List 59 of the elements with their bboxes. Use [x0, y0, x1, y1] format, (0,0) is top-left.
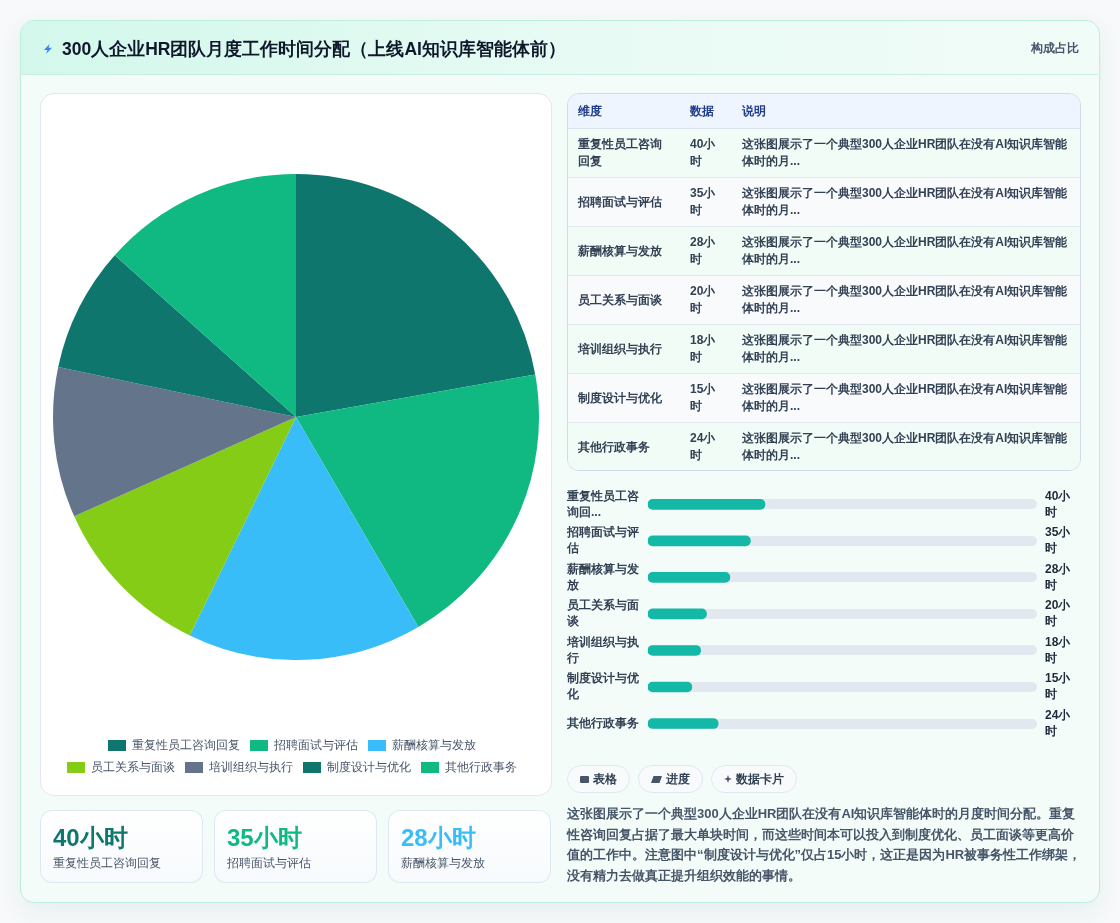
text: 维度: [568, 94, 680, 129]
tab-button[interactable]: 进度: [638, 765, 703, 793]
data-label: 24小时: [1045, 707, 1072, 738]
text: 构成占比: [1031, 40, 1079, 57]
bar: [648, 718, 719, 729]
data-label: 18小时: [1045, 634, 1072, 665]
legend-label: 重复性员工咨询回复: [132, 736, 240, 754]
tab-button[interactable]: 数据卡片: [711, 765, 797, 793]
data-label: 28小时: [401, 823, 476, 853]
text: 这张图展示了一个典型300人企业HR团队在没有AI知识库智能体时的月度时间分配。重复性咨询回复占据了最大单块时间，而这些时间本可以投入到制度优化、员工面谈等更高价值的工作中。注意图中“制度设计与优化”仅占15小时，这正是因为HR被事务性工作绑架，没有精力去做真正提升组织效能的事情。: [567, 805, 1083, 885]
bar: [648, 681, 693, 693]
legend-label: 薪酬核算与发放: [392, 736, 476, 754]
bar: [648, 608, 707, 620]
bar: [648, 572, 731, 583]
y-tick-label: 培训组织与执行: [566, 634, 639, 665]
text: 28小时: [690, 235, 716, 266]
y-tick-label: 重复性员工咨询回...: [566, 488, 640, 519]
text: 24小时: [690, 431, 716, 462]
text: 20小时: [690, 284, 716, 315]
category-label: 表格: [593, 770, 617, 788]
text: 15小时: [690, 382, 716, 413]
text: 这张图展示了一个典型300人企业HR团队在没有AI知识库智能体时的月...: [732, 226, 1080, 276]
legend-label: 招聘面试与评估: [274, 736, 358, 754]
bar: [648, 645, 701, 656]
text: 300人企业HR团队月度工作时间分配（上线AI知识库智能体前）: [62, 38, 566, 61]
legend-label: 制度设计与优化: [327, 758, 411, 776]
text: 这张图展示了一个典型300人企业HR团队在没有AI知识库智能体时的月...: [732, 324, 1080, 374]
y-tick-label: 其他行政事务: [566, 715, 639, 730]
text: 18小时: [690, 333, 716, 364]
data-label: 35小时: [227, 823, 302, 853]
y-tick-label: 招聘面试与评估: [566, 525, 639, 556]
text: 40小时: [690, 137, 716, 168]
tab-button[interactable]: 表格: [567, 765, 630, 793]
data-label: 35小时: [1045, 525, 1072, 556]
y-tick-label: 员工关系与面谈: [566, 598, 639, 629]
text: 这张图展示了一个典型300人企业HR团队在没有AI知识库智能体时的月...: [732, 275, 1080, 325]
text: 这张图展示了一个典型300人企业HR团队在没有AI知识库智能体时的月...: [732, 177, 1080, 227]
y-tick-label: 薪酬核算与发放: [566, 561, 639, 592]
data-label: 28小时: [1045, 561, 1072, 592]
text: 说明: [732, 94, 1080, 129]
data-label: 40小时: [53, 823, 128, 853]
y-tick-label: 制度设计与优化: [566, 671, 639, 702]
text: 这张图展示了一个典型300人企业HR团队在没有AI知识库智能体时的月...: [732, 422, 1080, 471]
data-label: 15小时: [1045, 671, 1072, 702]
category-label: 进度: [666, 770, 690, 788]
legend-label: 员工关系与面谈: [91, 758, 175, 776]
text: 35小时: [690, 186, 716, 217]
legend-label: 其他行政事务: [445, 758, 517, 776]
text: 数据: [680, 94, 732, 129]
data-label: 20小时: [1045, 598, 1072, 629]
category-label: 重复性员工咨询回复: [53, 855, 161, 872]
text: 这张图展示了一个典型300人企业HR团队在没有AI知识库智能体时的月...: [732, 128, 1080, 178]
text: 这张图展示了一个典型300人企业HR团队在没有AI知识库智能体时的月...: [732, 373, 1080, 423]
category-label: 薪酬核算与发放: [401, 855, 485, 872]
data-label: 40小时: [1045, 488, 1072, 519]
category-label: 重复性员工咨询回复: [568, 128, 680, 178]
category-label: 数据卡片: [736, 770, 784, 788]
legend-label: 培训组织与执行: [209, 758, 293, 776]
category-label: 招聘面试与评估: [227, 855, 311, 872]
